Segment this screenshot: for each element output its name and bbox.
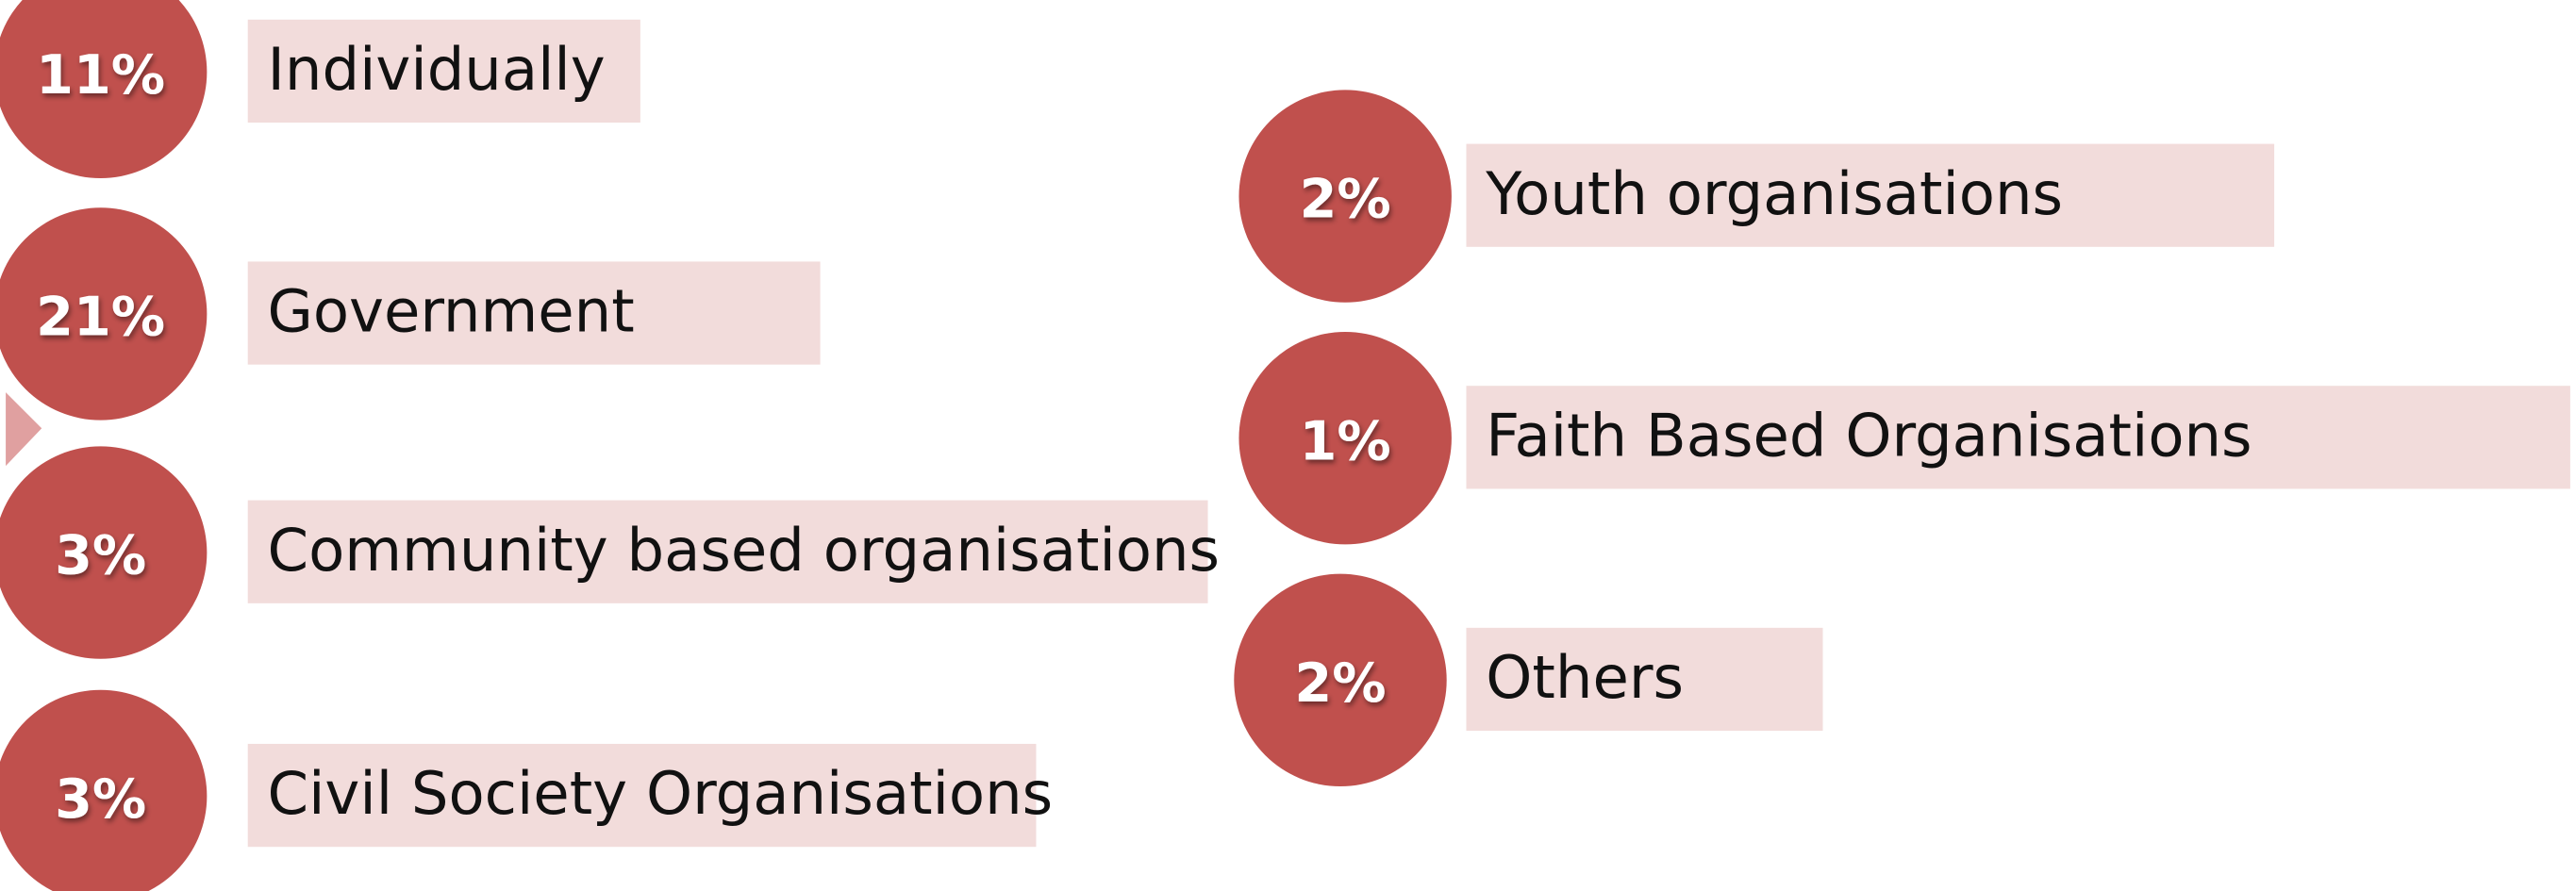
percent-value: 2%	[1294, 652, 1386, 715]
item-label: Government	[268, 277, 635, 346]
percent-value: 11%	[36, 44, 165, 107]
label-box	[247, 19, 640, 124]
item-label: Community based organisations	[268, 516, 1221, 585]
percent-value: 3%	[55, 525, 146, 587]
percent-value: 21%	[36, 286, 165, 348]
item-label: Individually	[268, 35, 606, 104]
label-box	[1466, 143, 2275, 247]
percent-circle	[0, 689, 208, 891]
percent-value: 3%	[55, 768, 146, 831]
label-box	[247, 743, 1037, 848]
item-label: Civil Society Organisations	[268, 759, 1054, 828]
arrow	[6, 392, 42, 467]
percent-circle	[0, 0, 208, 178]
percent-circle	[0, 446, 208, 659]
item-label: Faith Based Organisations	[1486, 402, 2252, 470]
percent-circle	[0, 207, 208, 421]
percent-circle	[1234, 573, 1447, 787]
label-box	[247, 500, 1208, 603]
label-box	[1466, 386, 2570, 489]
label-box	[1466, 627, 1823, 732]
label-box	[247, 261, 821, 365]
percent-circle	[1238, 90, 1452, 303]
item-label: Youth organisations	[1485, 159, 2063, 228]
percent-value: 2%	[1300, 169, 1391, 231]
percent-circle	[1238, 331, 1452, 545]
percent-value: 1%	[1300, 410, 1391, 472]
item-label: Others	[1486, 643, 1684, 712]
